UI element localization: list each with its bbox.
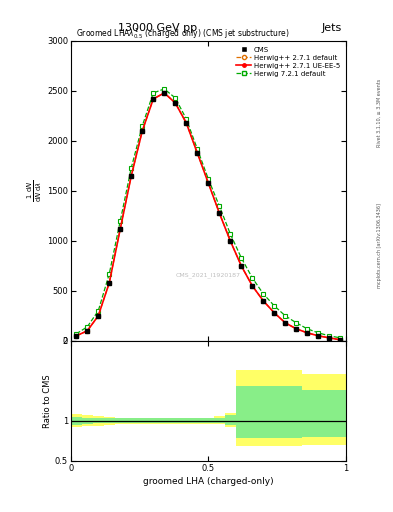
Text: Jets: Jets (321, 23, 342, 33)
Text: 13000 GeV pp: 13000 GeV pp (118, 23, 197, 33)
Text: Rivet 3.1.10, ≥ 3.3M events: Rivet 3.1.10, ≥ 3.3M events (377, 78, 382, 147)
Y-axis label: $\frac{1}{\mathrm{d}N}\frac{\mathrm{d}N}{\mathrm{d}\lambda}$: $\frac{1}{\mathrm{d}N}\frac{\mathrm{d}N}… (26, 180, 44, 202)
Y-axis label: Ratio to CMS: Ratio to CMS (43, 374, 52, 428)
Text: mcplots.cern.ch [arXiv:1306.3436]: mcplots.cern.ch [arXiv:1306.3436] (377, 203, 382, 288)
Text: CMS_2021_I1920187: CMS_2021_I1920187 (176, 272, 241, 278)
Text: Groomed LHA$\lambda^1_{0.5}$ (charged only) (CMS jet substructure): Groomed LHA$\lambda^1_{0.5}$ (charged on… (76, 26, 290, 41)
Legend: CMS, Herwig++ 2.7.1 default, Herwig++ 2.7.1 UE-EE-5, Herwig 7.2.1 default: CMS, Herwig++ 2.7.1 default, Herwig++ 2.… (234, 45, 342, 79)
X-axis label: groomed LHA (charged-only): groomed LHA (charged-only) (143, 477, 274, 486)
